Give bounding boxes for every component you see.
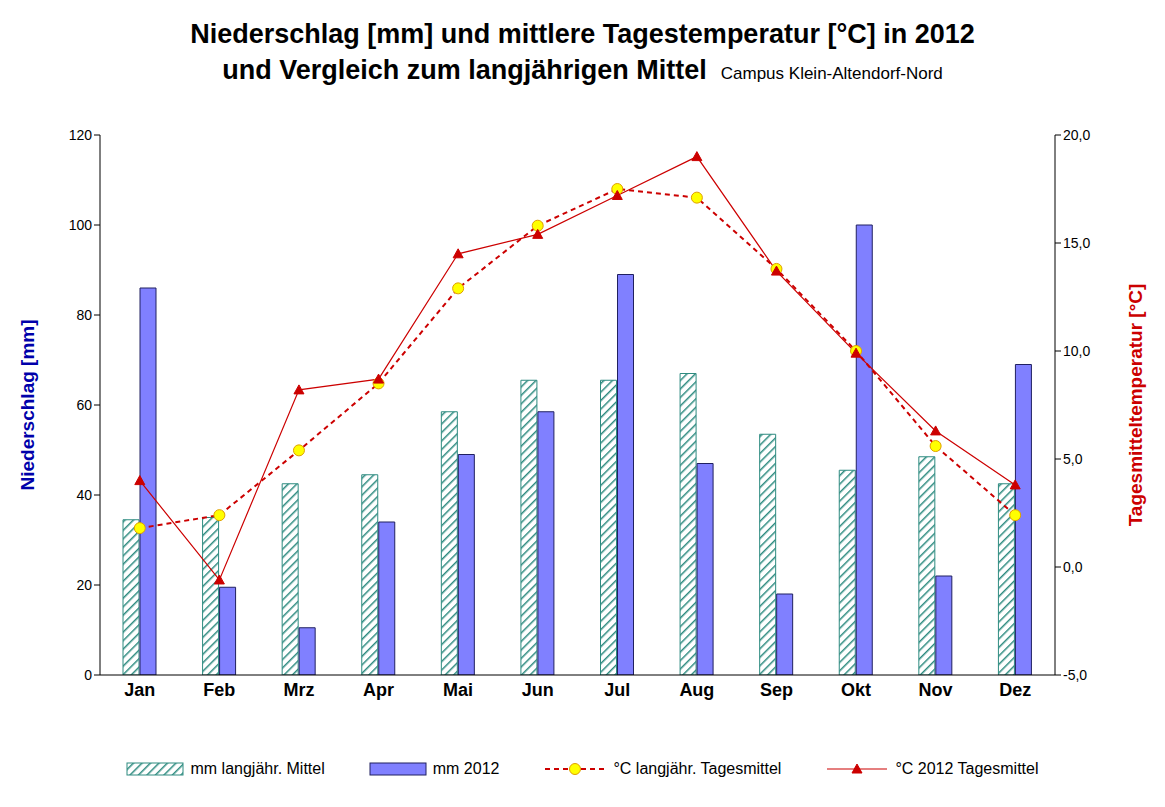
html-text:mm 2012: mm 2012 xyxy=(432,760,500,777)
html-text:Niederschlag [mm]: Niederschlag [mm] xyxy=(17,319,38,491)
svg-text:100: 100 xyxy=(69,217,93,233)
svg-text:Jul: Jul xyxy=(604,680,630,700)
svg-text:0: 0 xyxy=(84,667,92,683)
html-text:und Vergleich zum langjährigen: und Vergleich zum langjährigen Mittel xyxy=(222,55,707,85)
svg-text:40: 40 xyxy=(76,487,92,503)
svg-text:20: 20 xyxy=(76,577,92,593)
svg-text:Jan: Jan xyxy=(124,680,155,700)
svg-text:Feb: Feb xyxy=(203,680,235,700)
svg-text:5,0: 5,0 xyxy=(1063,451,1083,467)
html-text:°C langjähr. Tagesmittel: °C langjähr. Tagesmittel xyxy=(613,760,782,777)
svg-text:Dez: Dez xyxy=(999,680,1031,700)
svg-text:120: 120 xyxy=(69,127,93,143)
svg-text:Aug: Aug xyxy=(679,680,714,700)
svg-text:Apr: Apr xyxy=(363,680,394,700)
html-text:Campus Klein-Altendorf-Nord: Campus Klein-Altendorf-Nord xyxy=(720,64,943,83)
html-text:Niederschlag [mm] und mittlere: Niederschlag [mm] und mittlere Tagestemp… xyxy=(190,19,975,49)
svg-text:Nov: Nov xyxy=(919,680,953,700)
html-text:mm langjähr. Mittel: mm langjähr. Mittel xyxy=(190,760,325,777)
svg-text:60: 60 xyxy=(76,397,92,413)
svg-text:15,0: 15,0 xyxy=(1063,235,1090,251)
html-text:°C 2012 Tagesmittel: °C 2012 Tagesmittel xyxy=(895,760,1039,777)
svg-text:-5,0: -5,0 xyxy=(1063,667,1087,683)
svg-text:Mai: Mai xyxy=(443,680,473,700)
svg-text:10,0: 10,0 xyxy=(1063,343,1090,359)
svg-text:Sep: Sep xyxy=(760,680,793,700)
svg-text:80: 80 xyxy=(76,307,92,323)
svg-text:0,0: 0,0 xyxy=(1063,559,1083,575)
html-text:Tagesmitteltemperatur [°C]: Tagesmitteltemperatur [°C] xyxy=(1125,283,1146,527)
svg-text:Mrz: Mrz xyxy=(283,680,314,700)
svg-text:Okt: Okt xyxy=(841,680,871,700)
svg-text:20,0: 20,0 xyxy=(1063,127,1090,143)
svg-text:Jun: Jun xyxy=(522,680,554,700)
